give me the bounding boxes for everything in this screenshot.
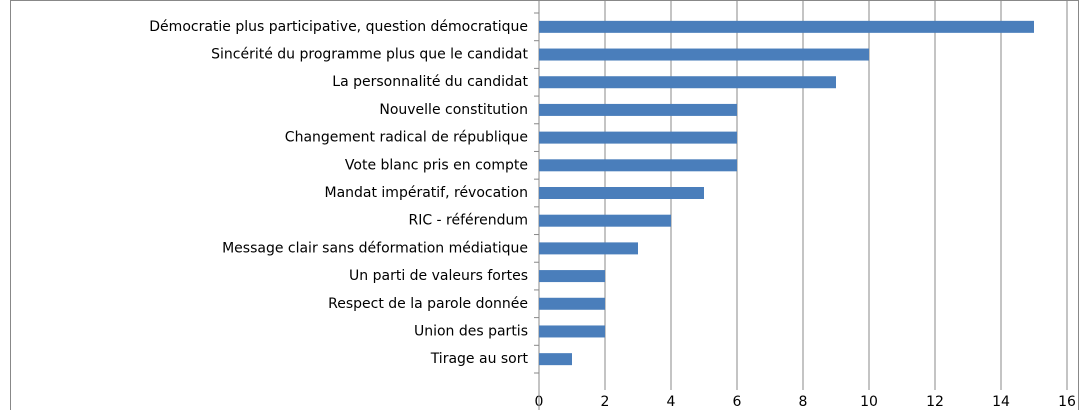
bar [539,76,836,89]
y-tick-label: Démocratie plus participative, question … [149,19,528,35]
bar [539,20,1034,33]
y-tick-label: Vote blanc pris en compte [345,157,528,173]
x-tick-label: 4 [667,394,676,410]
bar [539,270,605,283]
bar [539,297,605,310]
bar [539,214,671,227]
x-tick-label: 12 [926,394,944,410]
bar [539,325,605,338]
x-tick-label: 16 [1058,394,1076,410]
bar [539,353,572,366]
x-tick-label: 8 [799,394,808,410]
y-tick-label: Changement radical de république [285,130,528,146]
bar [539,159,737,172]
bar [539,103,737,116]
y-tick-label: RIC - référendum [408,213,528,229]
y-tick-label: Un parti de valeurs fortes [349,268,528,284]
y-tick-label: Message clair sans déformation médiatiqu… [222,240,528,256]
x-tick-label: 2 [601,394,610,410]
y-tick-label: Nouvelle constitution [379,102,528,118]
bar [539,48,869,61]
x-tick-label: 6 [733,394,742,410]
y-tick-label: Tirage au sort [430,351,529,367]
chart-frame [10,0,1079,410]
bar [539,187,704,199]
y-tick-label: Respect de la parole donnée [328,296,528,312]
bar [539,242,638,255]
bar [539,131,737,144]
x-tick-label: 14 [992,394,1010,410]
y-tick-label: Union des partis [414,323,528,339]
x-tick-label: 10 [860,394,878,410]
y-tick-label: Mandat impératif, révocation [324,185,528,201]
y-tick-label: Sincérité du programme plus que le candi… [211,47,528,63]
y-tick-label: La personnalité du candidat [332,74,528,90]
